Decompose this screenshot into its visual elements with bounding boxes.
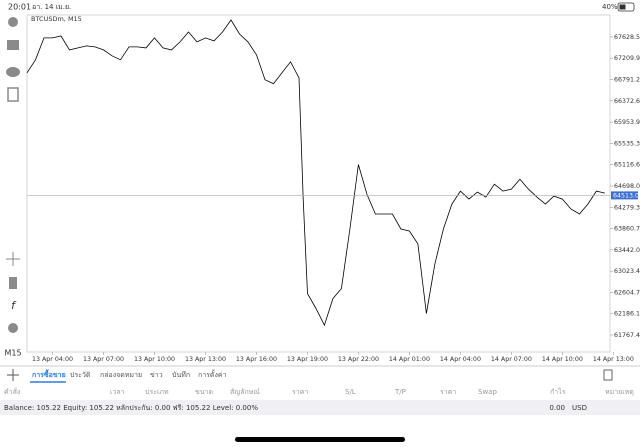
- column-header: หมายเหตุ: [605, 388, 634, 396]
- y-tick-label: 65116.65: [614, 162, 640, 169]
- current-price-label: 64513.08: [613, 192, 640, 199]
- column-header: กำไร: [550, 387, 566, 396]
- column-header: เวลา: [110, 388, 125, 396]
- y-tick-label: 64698.00: [614, 183, 640, 190]
- battery-text: 40%: [602, 3, 618, 11]
- tab[interactable]: การซื้อขาย: [32, 368, 66, 379]
- current-price-box: [611, 191, 638, 200]
- y-tick-label: 61767.45: [614, 332, 640, 339]
- tool-icon[interactable]: [7, 87, 19, 102]
- column-header: ขนาด: [195, 388, 213, 396]
- balance-profit: 0.00: [549, 404, 565, 412]
- y-tick-label: 67209.90: [614, 55, 640, 62]
- tab[interactable]: การตั้งค่า: [198, 368, 227, 379]
- x-tick-label: 13 Apr 10:00: [134, 356, 175, 363]
- table-header: คำสั่ง เวลา ประเภท ขนาด สัญลักษณ์ ราคา S/L T/P ร…: [4, 387, 634, 396]
- chart-frame: [26, 14, 611, 353]
- balance-currency: USD: [572, 404, 587, 412]
- add-button[interactable]: [7, 369, 19, 381]
- y-tick-label: 66791.25: [614, 77, 640, 84]
- y-tick-label: 63023.40: [614, 268, 640, 275]
- x-tick-label: 13 Apr 04:00: [32, 356, 73, 363]
- x-tick-label: 14 Apr 10:00: [542, 356, 583, 363]
- y-tick-label: 65535.30: [614, 140, 640, 147]
- tool-icon[interactable]: [7, 40, 19, 50]
- tab[interactable]: ข่าว: [150, 371, 163, 379]
- toolbar: f M15: [4, 17, 22, 358]
- column-header: Swap: [478, 388, 497, 396]
- tab-bar: การซื้อขาย ประวัติ กล่องจดหมาย ข่าว บันทึก กา…: [30, 368, 227, 383]
- x-tick-label: 13 Apr 16:00: [236, 356, 277, 363]
- tool-icon[interactable]: [9, 277, 17, 289]
- tool-icon[interactable]: [6, 67, 20, 77]
- y-tick-label: 66372.60: [614, 98, 640, 105]
- symbol-label: BTCUSDm, M15: [31, 15, 82, 23]
- tab[interactable]: กล่องจดหมาย: [100, 371, 142, 379]
- column-header: ราคา: [292, 388, 308, 396]
- price-line: [26, 19, 605, 327]
- y-tick-label: 64279.35: [614, 204, 640, 211]
- tool-icon[interactable]: f: [11, 299, 17, 312]
- x-tick-label: 13 Apr 07:00: [83, 356, 124, 363]
- tool-icon[interactable]: [8, 323, 18, 333]
- x-tick-label: 14 Apr 01:00: [389, 356, 430, 363]
- tool-icon[interactable]: [8, 17, 18, 27]
- column-header: ราคา: [440, 388, 456, 396]
- status-date: อา. 14 เม.ย.: [32, 3, 71, 11]
- column-header: สัญลักษณ์: [230, 388, 260, 396]
- status-time: 20:01: [8, 3, 31, 12]
- y-tick-label: 62604.75: [614, 289, 640, 296]
- column-header: S/L: [345, 388, 356, 396]
- y-tick-label: 65953.95: [614, 119, 640, 126]
- column-header: ประเภท: [145, 388, 169, 396]
- y-tick-label: 62186.10: [614, 311, 640, 318]
- x-tick-label: 13 Apr 22:00: [338, 356, 379, 363]
- home-indicator: [235, 437, 405, 442]
- chart: BTCUSDm, M15 67628.55 67209.90 66791.25 663…: [26, 14, 640, 363]
- tab[interactable]: บันทึก: [172, 370, 190, 379]
- x-tick-label: 13 Apr 19:00: [287, 356, 328, 363]
- x-tick-label: 14 Apr 04:00: [440, 356, 481, 363]
- battery-icon: [617, 2, 635, 12]
- panel-icon[interactable]: [603, 369, 613, 381]
- tab[interactable]: ประวัติ: [70, 371, 91, 379]
- x-tick-label: 14 Apr 13:00: [593, 356, 634, 363]
- column-header: คำสั่ง: [4, 387, 20, 396]
- tool-icon[interactable]: [6, 252, 20, 266]
- x-tick-label: 14 Apr 07:00: [491, 356, 532, 363]
- timeframe[interactable]: M15: [4, 349, 21, 358]
- y-tick-label: 63860.70: [614, 226, 640, 233]
- y-tick-label: 63442.05: [614, 247, 640, 254]
- column-header: T/P: [394, 388, 406, 396]
- balance-summary: Balance: 105.22 Equity: 105.22 หลักประกั…: [4, 404, 258, 412]
- x-tick-label: 13 Apr 13:00: [185, 356, 226, 363]
- balance-bar: [0, 400, 640, 415]
- y-tick-label: 67628.55: [614, 34, 640, 41]
- battery-level: [619, 4, 626, 10]
